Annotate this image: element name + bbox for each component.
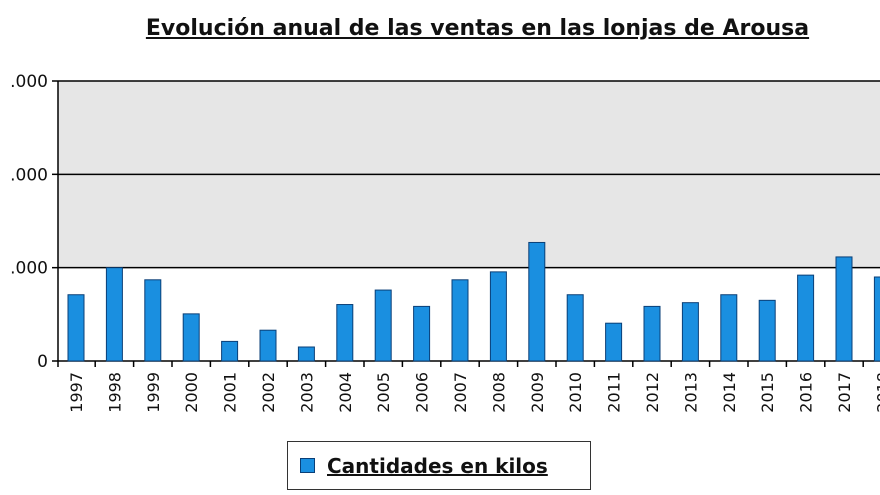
y-tick-label: .000: [10, 165, 48, 185]
bar-2003: [297, 346, 315, 362]
y-axis-ticks: 0 .000 .000 .000: [10, 72, 58, 372]
legend: Cantidades en kilos: [287, 441, 591, 490]
bar-1999: [144, 279, 162, 362]
x-axis-ticks: 1997 1998 1999 2000 2001 2002 2003 2004 2005 2006…: [67, 361, 880, 413]
x-tick-label: 2016: [797, 372, 816, 413]
x-tick-label: 2017: [835, 372, 854, 413]
y-tick-label: .000: [10, 259, 48, 279]
x-tick-label: 2003: [297, 372, 316, 413]
x-tick-label: 1999: [144, 372, 163, 413]
x-tick-label: 2001: [221, 372, 240, 413]
plot-background-plain: [58, 267, 880, 361]
bar-2006: [413, 305, 431, 362]
bar-2007: [451, 279, 469, 362]
x-tick-label: 2008: [489, 372, 508, 413]
x-tick-label: 2015: [758, 372, 777, 413]
x-tick-label: 2012: [643, 372, 662, 413]
x-tick-label: 2013: [681, 372, 700, 413]
x-tick-label: 2014: [720, 372, 739, 413]
bar-2000: [182, 313, 200, 362]
x-tick-label: 2010: [566, 372, 585, 413]
bars: [67, 241, 880, 362]
x-tick-label: 1998: [105, 372, 124, 413]
bar-2010: [566, 294, 584, 362]
x-tick-label: 1997: [67, 372, 86, 413]
bar-2012: [643, 305, 661, 362]
bar-2011: [605, 322, 623, 362]
bar-1997: [67, 294, 85, 362]
bar-2009: [528, 241, 546, 362]
bar-2008: [489, 271, 507, 362]
y-tick-label: 0: [37, 352, 48, 372]
bar-2005: [374, 289, 392, 362]
x-tick-label: 2009: [528, 372, 547, 413]
x-tick-label: 2004: [336, 372, 355, 413]
x-tick-label: 2007: [451, 372, 470, 413]
bar-1998: [105, 267, 123, 362]
x-tick-label: 2005: [374, 372, 393, 413]
legend-label: Cantidades en kilos: [327, 453, 548, 478]
bar-2001: [221, 340, 239, 362]
y-tick-label: .000: [10, 72, 48, 92]
bar-2002: [259, 329, 277, 362]
x-tick-label: 2000: [182, 372, 201, 413]
bar-2013: [681, 302, 699, 362]
x-tick-label: 2011: [605, 372, 624, 413]
bar-2015: [758, 299, 776, 362]
bar-2017: [835, 256, 853, 362]
bar-chart: 0 .000 .000 .000 1997 1998 1999 2000 2001 2002 20…: [10, 72, 880, 413]
x-tick-label: 2018: [873, 372, 880, 413]
legend-swatch: [300, 458, 315, 473]
bar-2018: [873, 276, 880, 362]
bar-2004: [336, 304, 354, 362]
bar-2016: [797, 274, 815, 362]
chart-title: Evolución anual de las ventas en las lon…: [145, 16, 810, 41]
bar-2014: [720, 294, 738, 362]
plot-background: [58, 81, 880, 361]
x-tick-label: 2006: [413, 372, 432, 413]
x-tick-label: 2002: [259, 372, 278, 413]
